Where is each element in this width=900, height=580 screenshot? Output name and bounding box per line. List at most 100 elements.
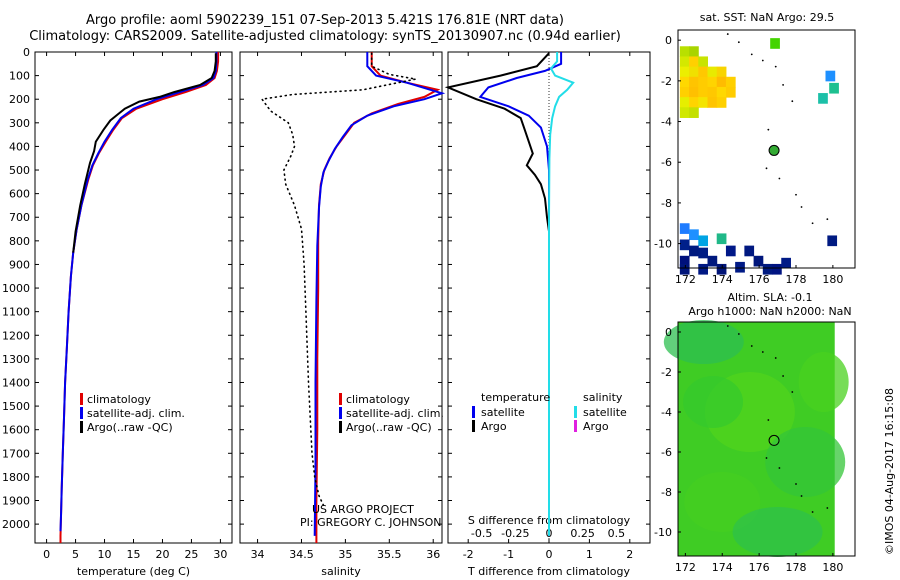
- y-tick-label: 1900: [2, 495, 30, 508]
- y-tick-label: 600: [9, 188, 30, 201]
- sst-cell: [679, 239, 690, 251]
- sst-cell: [698, 56, 708, 68]
- map-frame: [677, 29, 856, 269]
- legend-label: satellite: [583, 406, 627, 419]
- sst-cell: [698, 76, 708, 88]
- track-dot: [782, 84, 784, 86]
- sst-cell: [698, 66, 708, 78]
- sst-cell: [707, 97, 718, 108]
- sst-cell: [679, 66, 690, 78]
- y-tick-label: 1700: [2, 447, 30, 460]
- track-dot: [826, 218, 829, 221]
- sst-cell: [689, 97, 699, 108]
- x-tick-label: 30: [213, 548, 227, 561]
- y-tick-label: 1600: [2, 424, 30, 437]
- legend-label: satellite-adj. clim.: [346, 407, 444, 420]
- sla-blob: [663, 320, 744, 364]
- track-dot: [767, 419, 770, 421]
- annotation-pi: PI: GREGORY C. JOHNSON: [300, 516, 441, 529]
- sst-cell: [716, 66, 727, 78]
- sst-cell: [707, 66, 718, 78]
- sst-cell: [698, 97, 708, 108]
- sst-cell: [753, 255, 764, 267]
- x-tick-label: 20: [155, 548, 169, 561]
- series-line-2: [548, 52, 575, 536]
- track-dot: [778, 177, 781, 180]
- plot-title-line2: Climatology: CARS2009. Satellite-adjuste…: [29, 29, 621, 44]
- track-dot: [782, 375, 784, 377]
- map-y-tick-label: -6: [661, 446, 672, 459]
- profile-location-marker: [768, 144, 780, 156]
- track-dot: [791, 391, 794, 393]
- sst-cell: [707, 76, 718, 88]
- legend-label: Argo: [481, 420, 507, 433]
- track-dot: [737, 333, 740, 335]
- sst-cell: [679, 76, 690, 88]
- map-x-tick-label: 176: [749, 561, 770, 574]
- x-tick-label: 10: [98, 548, 112, 561]
- sst-cell: [679, 263, 690, 275]
- sst-cell: [679, 56, 690, 68]
- y-tick-label: 300: [9, 117, 30, 130]
- series-line-1: [313, 52, 446, 536]
- sst-cell: [827, 235, 838, 247]
- salinity-tick-label: 0.5: [608, 527, 626, 540]
- sst-cell: [689, 56, 699, 68]
- track-dot: [800, 206, 803, 208]
- sst-cell: [825, 70, 836, 82]
- sst-cell: [818, 93, 828, 104]
- sla-blob: [732, 507, 823, 557]
- x-axis-label: temperature (deg C): [77, 565, 190, 578]
- track-dot: [774, 357, 777, 359]
- y-tick-label: 1800: [2, 471, 30, 484]
- sst-cell: [679, 46, 690, 57]
- track-dot: [726, 33, 729, 35]
- salinity-tick-label: 0.25: [570, 527, 595, 540]
- salinity-tick-label: -0.25: [501, 527, 529, 540]
- sst-cell: [689, 76, 699, 88]
- track-dot: [761, 59, 764, 62]
- legend-swatch: [339, 407, 342, 419]
- y-tick-label: 900: [9, 258, 30, 271]
- legend-label: climatology: [346, 393, 410, 406]
- map-y-tick-label: -4: [661, 406, 672, 419]
- y-tick-label: 200: [9, 93, 30, 106]
- map-x-tick-label: 174: [712, 273, 733, 286]
- map-title-sla: Altim. SLA: -0.1: [727, 291, 812, 304]
- x-tick-label: 5: [72, 548, 79, 561]
- legend-label: Argo(..raw -QC): [87, 421, 173, 434]
- legend-swatch: [80, 393, 83, 405]
- y-tick-label: 0: [23, 46, 30, 59]
- panel-frame: [239, 51, 443, 544]
- sst-cell: [716, 263, 727, 275]
- sst-cell: [772, 263, 782, 275]
- legend-label: satellite: [481, 406, 525, 419]
- x-tick-label: 36: [426, 548, 440, 561]
- sla-map: [663, 320, 856, 557]
- sst-cell: [725, 86, 736, 98]
- map-x-tick-label: 180: [822, 561, 843, 574]
- track-dot: [750, 53, 753, 56]
- track-dot: [795, 193, 797, 196]
- sst-cell: [762, 263, 773, 275]
- sst-cell: [744, 245, 755, 257]
- series-line-1: [444, 52, 550, 232]
- sst-map: [677, 29, 856, 275]
- y-tick-label: 1500: [2, 400, 30, 413]
- track-dot: [767, 128, 770, 131]
- series-line-2: [260, 52, 416, 507]
- y-tick-label: 1100: [2, 306, 30, 319]
- sst-cell: [689, 86, 699, 98]
- y-tick-label: 800: [9, 235, 30, 248]
- sst-cell: [698, 263, 708, 275]
- map-frame: [677, 321, 856, 557]
- map-x-tick-label: 176: [749, 273, 770, 286]
- x-tick-label: 35.5: [377, 548, 402, 561]
- map-x-tick-label: 172: [675, 273, 696, 286]
- sst-cell: [735, 261, 745, 273]
- map-y-tick-label: -2: [661, 366, 672, 379]
- map-x-tick-label: 180: [822, 273, 843, 286]
- sst-cell: [689, 107, 699, 118]
- sst-cell: [689, 66, 699, 78]
